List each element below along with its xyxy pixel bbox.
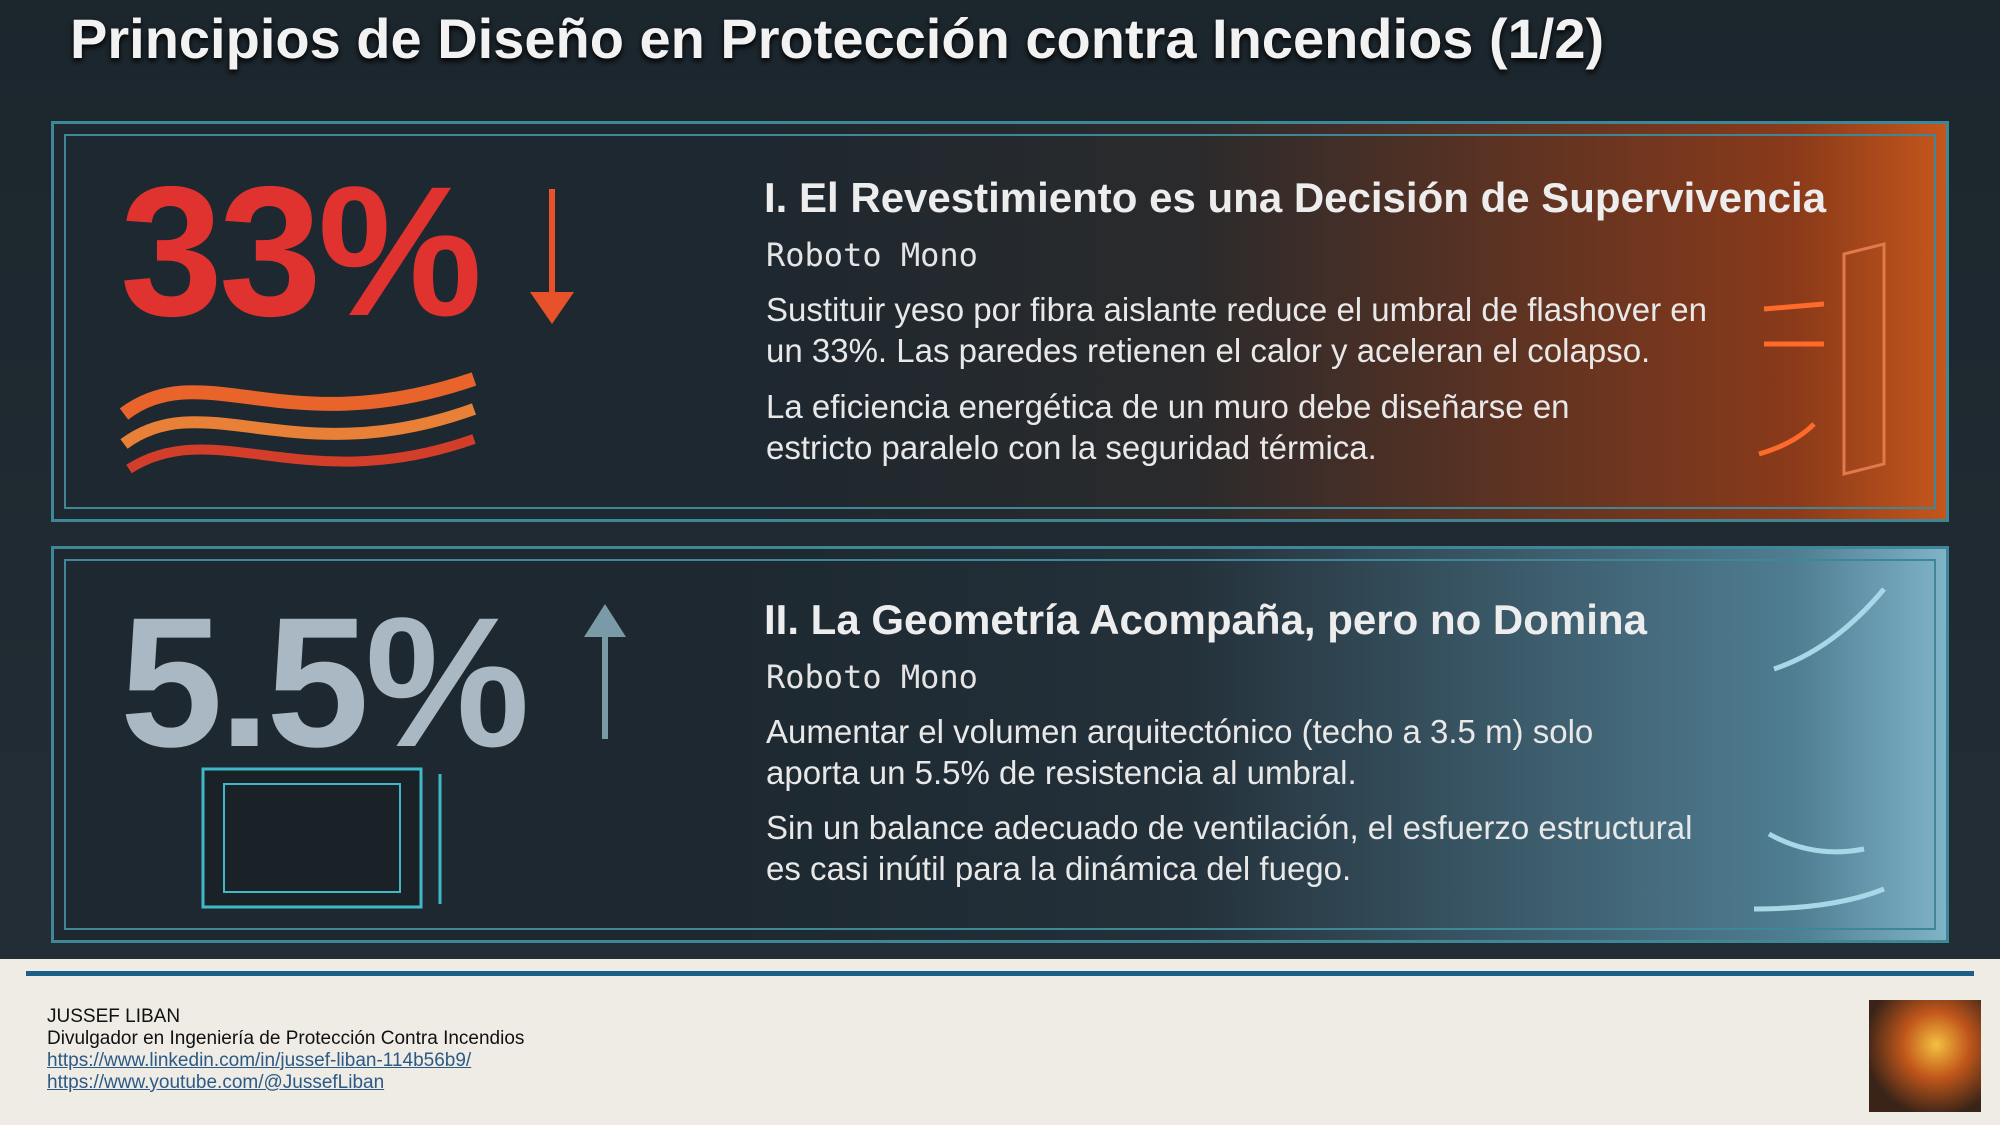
title: Principios de Diseño en Protección contr…	[70, 7, 1605, 70]
decoration	[201, 587, 1886, 912]
paragraph: La eficiencia energética de un muro debe…	[766, 388, 1570, 466]
heading: II. La Geometría Acompaña, pero no Domin…	[764, 596, 1647, 643]
heading: I. El Revestimiento es una Decisión de S…	[764, 174, 1827, 221]
paragraph: Sin un balance adecuado de ventilación, …	[766, 809, 1693, 887]
paragraph: Sustituir yeso por fibra aislante reduce…	[766, 291, 1707, 369]
paragraph: Aumentar el volumen arquitectónico (tech…	[766, 713, 1594, 791]
stat: 33%	[120, 149, 482, 355]
footer: JUSSEF LIBAN Divulgador en Ingeniería de…	[47, 1006, 524, 1094]
subheading: Roboto Mono	[766, 658, 978, 696]
link[interactable]: https://www.linkedin.com/in/jussef-liban…	[47, 1050, 472, 1071]
divider	[26, 971, 1974, 976]
card: 33% I. El Revestimiento es una Decisión …	[51, 121, 1949, 522]
stat: 5.5%	[120, 580, 530, 786]
author-photo	[1869, 1000, 1981, 1112]
card: 5.5% II. La Geometría Acompaña, pero no …	[51, 546, 1949, 943]
author-name: JUSSEF LIBAN	[47, 1006, 181, 1027]
link[interactable]: https://www.youtube.com/@JussefLiban	[47, 1072, 385, 1093]
subheading: Roboto Mono	[766, 236, 978, 274]
decoration	[119, 189, 1886, 476]
author-role: Divulgador en Ingeniería de Protección C…	[47, 1028, 525, 1049]
